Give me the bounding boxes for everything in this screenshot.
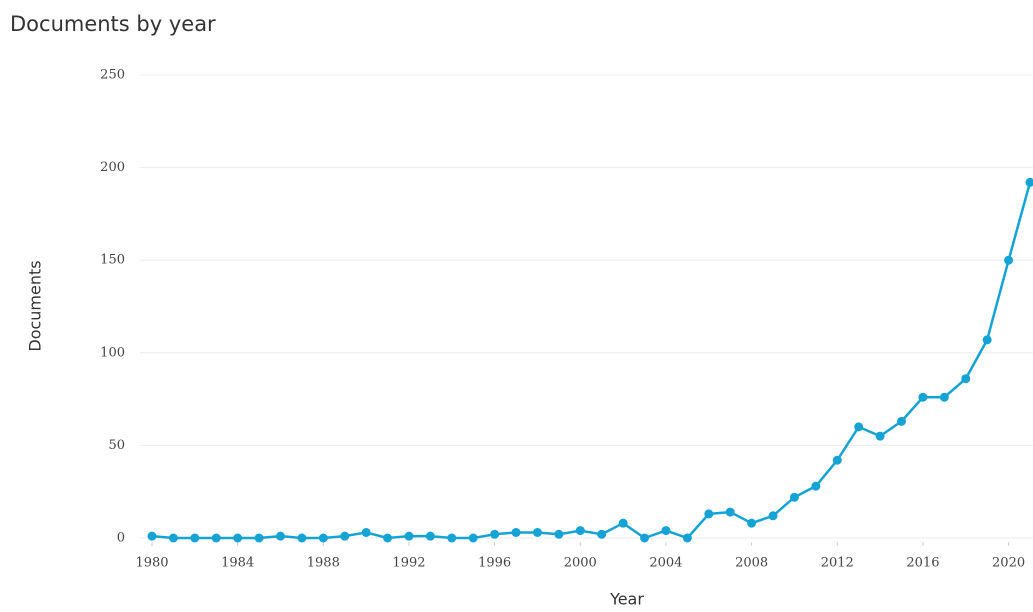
data-point <box>597 529 607 539</box>
data-point <box>618 518 628 528</box>
data-point <box>511 527 521 537</box>
data-point <box>147 531 157 541</box>
chart-title: Documents by year <box>10 12 216 36</box>
data-point <box>233 533 243 543</box>
data-point <box>918 392 928 402</box>
data-point <box>682 533 692 543</box>
x-tick-label: 1988 <box>307 556 340 571</box>
data-point <box>211 533 221 543</box>
x-tick-label: 2004 <box>649 556 682 571</box>
data-point <box>575 526 585 536</box>
data-point <box>811 481 821 491</box>
data-point <box>747 518 757 528</box>
data-point <box>404 531 414 541</box>
y-tick-label: 50 <box>108 438 125 453</box>
data-point <box>939 392 949 402</box>
data-point <box>361 527 371 537</box>
data-point <box>1025 177 1033 187</box>
y-tick-label: 150 <box>100 253 125 268</box>
data-point <box>768 511 778 521</box>
x-tick-label: 1996 <box>478 556 511 571</box>
data-point <box>554 529 564 539</box>
x-axis-label: Year <box>609 590 644 609</box>
data-point <box>168 533 178 543</box>
data-point <box>640 533 650 543</box>
x-tick-label: 2020 <box>992 556 1025 571</box>
data-point <box>297 533 307 543</box>
data-point <box>425 531 435 541</box>
x-tick-label: 2008 <box>735 556 768 571</box>
data-line <box>151 182 1032 540</box>
x-tick-label: 2016 <box>906 556 939 571</box>
x-tick-label: 1980 <box>135 556 168 571</box>
data-point <box>532 527 542 537</box>
data-point <box>1004 255 1014 265</box>
data-point <box>832 455 842 465</box>
x-tick-label: 1992 <box>392 556 425 571</box>
data-point <box>982 335 992 345</box>
y-tick-label: 100 <box>100 345 125 360</box>
data-point <box>254 533 264 543</box>
x-tick-label: 2000 <box>564 556 597 571</box>
data-point <box>340 531 350 541</box>
data-point <box>383 533 393 543</box>
data-point <box>789 492 799 502</box>
y-tick-label: 250 <box>100 68 125 83</box>
y-tick-label: 0 <box>117 531 125 546</box>
data-point <box>961 374 971 384</box>
data-point <box>490 529 500 539</box>
data-point <box>897 416 907 426</box>
data-point <box>275 531 285 541</box>
y-axis-label: Documents <box>26 260 45 351</box>
data-point <box>318 533 328 543</box>
data-point <box>447 533 457 543</box>
data-point <box>704 509 714 519</box>
data-point <box>875 431 885 441</box>
x-tick-label: 1984 <box>221 556 254 571</box>
data-point <box>661 526 671 536</box>
data-point <box>854 422 864 432</box>
data-point <box>468 533 478 543</box>
data-point <box>190 533 200 543</box>
data-point <box>725 507 735 517</box>
y-tick-label: 200 <box>100 160 125 175</box>
x-tick-label: 2012 <box>821 556 854 571</box>
